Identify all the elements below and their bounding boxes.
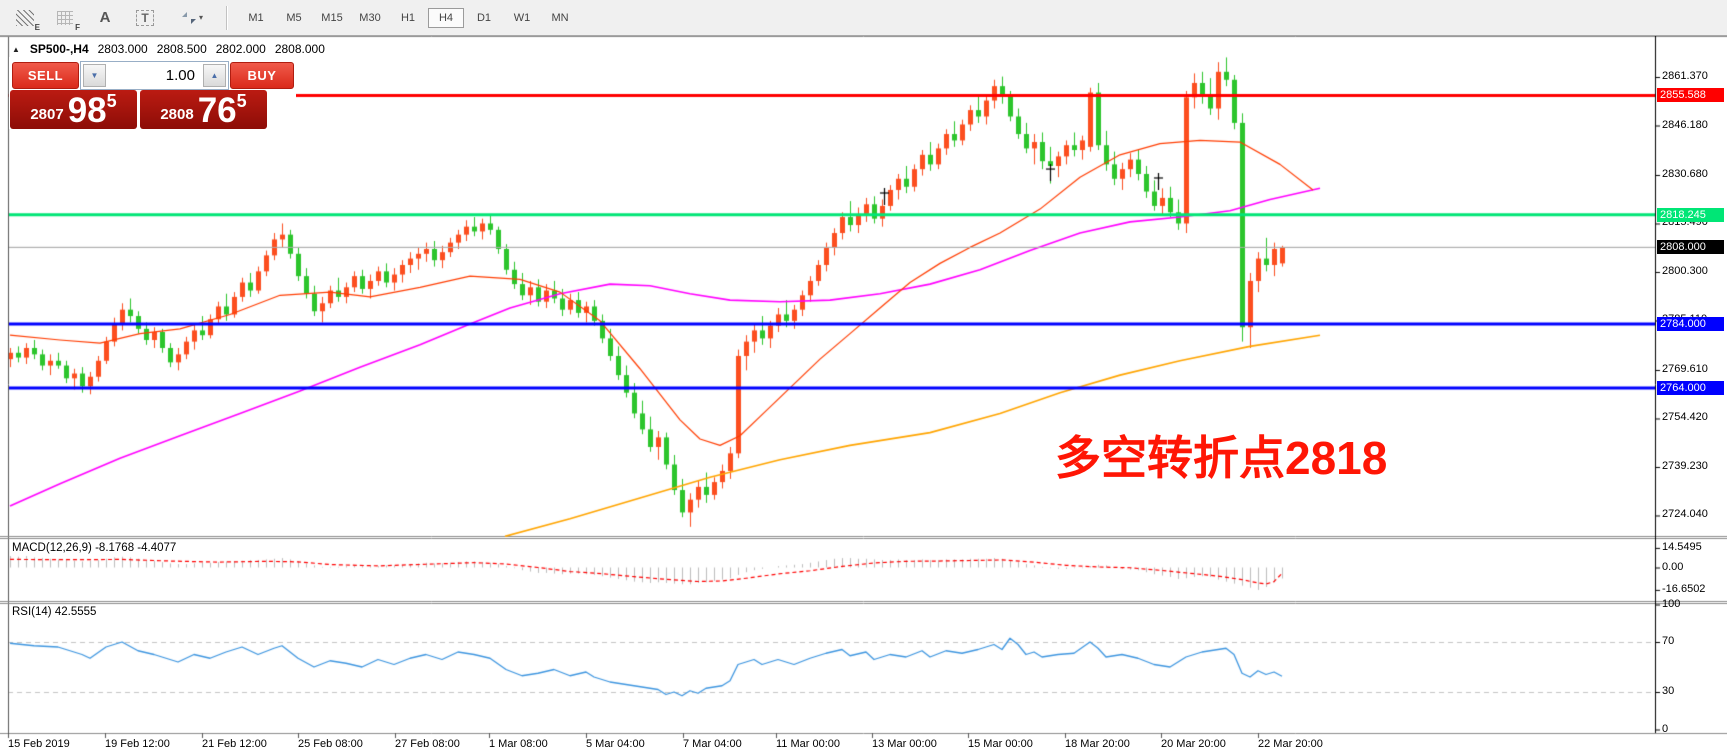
chevron-down-icon: ▾	[198, 13, 203, 22]
rsi-tick-label: 100	[1662, 597, 1681, 610]
macd-label: MACD(12,26,9) -8.1768 -4.4077	[12, 542, 176, 554]
price-badge: 2855.588	[1657, 88, 1724, 103]
price-tick-label: 2830.680	[1662, 167, 1708, 180]
bar-high-value: 2808.500	[156, 42, 207, 56]
rsi-tick-label: 30	[1662, 685, 1675, 697]
grid-tool-sub: F	[75, 22, 80, 32]
rsi-name: RSI(14)	[12, 606, 52, 618]
time-axis-label: 22 Mar 20:00	[1258, 738, 1323, 750]
rsi-label: RSI(14) 42.5555	[12, 606, 96, 618]
sell-price-big: 98	[67, 91, 107, 130]
sell-button-label: SELL	[27, 68, 64, 83]
macd-panel-splitter[interactable]	[0, 535, 1727, 540]
time-axis-label: 21 Feb 12:00	[202, 738, 267, 750]
buy-price-superscript: 5	[236, 91, 247, 111]
spin-down-icon: ▼	[90, 71, 99, 80]
price-tick-label: 2754.420	[1662, 411, 1708, 424]
drawing-tools-group: E F A T ▾	[0, 6, 212, 32]
time-axis-label: 13 Mar 00:00	[872, 738, 937, 750]
time-axis-label: 15 Feb 2019	[8, 738, 70, 750]
price-badge: 2818.245	[1657, 207, 1724, 222]
bar-open-value: 2803.000	[97, 42, 148, 56]
timeframe-button-m15[interactable]: M15	[321, 11, 343, 24]
time-axis-label: 11 Mar 00:00	[776, 738, 841, 750]
rsi-tick-label: 0	[1662, 722, 1669, 735]
timeframe-button-w1[interactable]: W1	[513, 11, 531, 24]
rsi-tick-label: 70	[1662, 635, 1675, 647]
macd-tick-label: 0.00	[1662, 560, 1684, 573]
bar-low-value: 2802.000	[215, 42, 266, 56]
spin-up-icon: ▲	[210, 71, 219, 80]
timeframe-button-mn[interactable]: MN	[551, 11, 569, 24]
macd-tick-label: -16.6502	[1662, 582, 1706, 595]
arrows-icon	[181, 11, 196, 24]
chart-header: ▲ SP500-,H4 2803.000 2808.500 2802.000 2…	[12, 42, 325, 56]
grid-icon	[57, 10, 73, 25]
text-label-icon: A	[99, 9, 111, 26]
sell-price-button[interactable]: 2807 98 5	[10, 90, 137, 129]
timeframe-button-d1[interactable]: D1	[476, 11, 492, 24]
macd-tick-label: 14.5495	[1662, 540, 1702, 553]
toolbar-separator	[226, 5, 228, 30]
time-axis-label: 5 Mar 04:00	[586, 738, 645, 750]
timeframe-button-m1[interactable]: M1	[248, 11, 264, 24]
volume-input[interactable]	[108, 66, 201, 85]
time-axis-label: 7 Mar 04:00	[683, 738, 742, 750]
text-box-tool-button[interactable]: T	[132, 6, 158, 30]
price-tick-label: 2861.370	[1662, 70, 1708, 82]
volume-stepper: ▼ ▲	[80, 61, 229, 90]
pattern-icon	[16, 9, 34, 26]
price-tick-label: 2800.300	[1662, 264, 1708, 277]
price-badge: 2808.000	[1657, 240, 1724, 255]
bar-close-value: 2808.000	[274, 42, 325, 56]
sell-button[interactable]: SELL	[12, 62, 79, 89]
volume-increase-button[interactable]: ▲	[203, 64, 226, 87]
symbol-timeframe-label: SP500-,H4	[29, 42, 89, 56]
macd-name: MACD(12,26,9)	[12, 542, 92, 554]
toolbar: E F A T ▾ M1 M5 M15 M30 H1 H4 D1 W1 MN	[0, 0, 1727, 36]
price-tick-label: 2739.230	[1662, 459, 1708, 472]
timeframe-button-h4[interactable]: H4	[428, 7, 464, 28]
price-tick-label: 2724.040	[1662, 508, 1708, 521]
price-tick-label: 2846.180	[1662, 118, 1708, 131]
text-label-tool-button[interactable]: A	[92, 6, 118, 30]
buy-price-big: 76	[197, 91, 237, 130]
chart-annotation-text: 多空转折点2818	[1055, 432, 1388, 484]
sell-price-prefix: 2807	[30, 106, 64, 123]
rsi-panel-splitter[interactable]	[0, 600, 1727, 605]
time-axis-label: 18 Mar 20:00	[1065, 738, 1130, 750]
time-axis-label: 27 Feb 08:00	[395, 738, 460, 750]
rsi-value: 42.5555	[54, 606, 97, 618]
timeframe-button-h1[interactable]: H1	[400, 11, 416, 24]
time-axis-label: 1 Mar 08:00	[489, 738, 548, 750]
grid-tool-button[interactable]: F	[52, 6, 80, 32]
buy-button-label: BUY	[247, 68, 277, 83]
chart-pattern-tool-button[interactable]: E	[12, 6, 40, 32]
volume-decrease-button[interactable]: ▼	[83, 64, 106, 87]
timeframe-group: M1 M5 M15 M30 H1 H4 D1 W1 MN	[238, 7, 578, 28]
collapse-arrow-icon[interactable]: ▲	[12, 44, 20, 54]
price-tick-label: 2769.610	[1662, 362, 1708, 375]
pattern-tool-sub: E	[34, 22, 40, 32]
price-badge: 2784.000	[1657, 317, 1724, 332]
timeframe-button-m5[interactable]: M5	[286, 11, 302, 24]
time-axis-label: 19 Feb 12:00	[105, 738, 170, 750]
arrows-tool-button[interactable]: ▾	[172, 6, 212, 30]
time-axis-label: 25 Feb 08:00	[298, 738, 363, 750]
time-axis-label: 15 Mar 00:00	[968, 738, 1033, 750]
time-axis-label: 20 Mar 20:00	[1161, 738, 1226, 750]
buy-price-prefix: 2808	[160, 106, 194, 123]
price-badge: 2764.000	[1657, 380, 1724, 395]
sell-price-superscript: 5	[106, 91, 117, 111]
timeframe-button-m30[interactable]: M30	[359, 11, 381, 24]
text-box-icon: T	[136, 9, 154, 26]
buy-price-button[interactable]: 2808 76 5	[140, 90, 267, 129]
buy-button[interactable]: BUY	[230, 62, 294, 89]
macd-values: -8.1768 -4.4077	[95, 542, 177, 554]
